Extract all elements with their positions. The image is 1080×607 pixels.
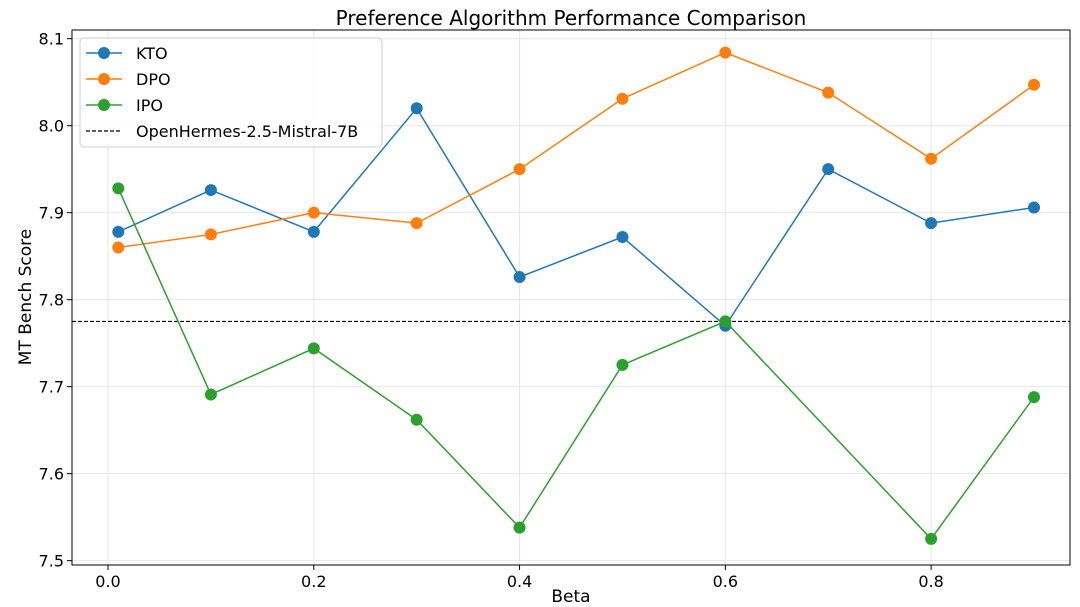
- data-point: [925, 217, 938, 230]
- data-point: [410, 102, 423, 115]
- legend-marker: [98, 47, 110, 59]
- data-point: [112, 241, 125, 254]
- y-tick-label: 7.6: [39, 465, 64, 484]
- data-point: [204, 184, 217, 197]
- data-point: [719, 315, 732, 328]
- plot-frame: [71, 29, 1071, 566]
- x-tick-label: 0.0: [95, 572, 120, 591]
- x-tick-label: 0.2: [301, 572, 326, 591]
- legend-label: KTO: [136, 44, 168, 63]
- x-tick-label: 0.6: [713, 572, 738, 591]
- x-tick-label: 0.4: [507, 572, 532, 591]
- data-point: [410, 413, 423, 426]
- data-point: [1027, 391, 1040, 404]
- y-tick-label: 7.8: [39, 291, 64, 310]
- data-point: [616, 358, 629, 371]
- data-point: [204, 388, 217, 401]
- series-line: [118, 51, 1035, 249]
- data-point: [112, 182, 125, 195]
- data-point: [307, 206, 320, 219]
- legend-label: IPO: [136, 96, 163, 115]
- data-point: [925, 532, 938, 545]
- legend: KTO DPO IPO OpenHermes-2.5-Mistral-7B: [79, 37, 383, 148]
- chart-title: Preference Algorithm Performance Compari…: [336, 6, 807, 30]
- legend-marker: [98, 99, 110, 111]
- legend-entry: DPO: [86, 70, 171, 89]
- data-point: [112, 225, 125, 238]
- x-tick-label: 0.8: [918, 572, 943, 591]
- y-tick-label: 7.5: [39, 552, 64, 571]
- legend-entry: KTO: [86, 44, 168, 63]
- data-point: [1027, 201, 1040, 214]
- legend-label: OpenHermes-2.5-Mistral-7B: [136, 122, 358, 141]
- data-point: [513, 521, 526, 534]
- legend-entry: IPO: [86, 96, 163, 115]
- series-line: [117, 107, 1035, 327]
- series-ipo: [112, 182, 1040, 545]
- y-axis-label: MT Bench Score: [16, 229, 36, 366]
- data-point: [307, 225, 320, 238]
- data-point: [822, 86, 835, 99]
- data-point: [513, 163, 526, 176]
- legend-label: DPO: [136, 70, 171, 89]
- series-dpo: [112, 46, 1040, 254]
- legend-marker: [98, 73, 110, 85]
- y-tick-label: 7.7: [39, 378, 64, 397]
- y-tick-label: 8.0: [39, 117, 64, 136]
- x-ticks: 0.0 0.2 0.4 0.6 0.8: [95, 565, 944, 591]
- data-point: [1027, 78, 1040, 91]
- data-point: [410, 217, 423, 230]
- data-point: [616, 231, 629, 244]
- y-tick-label: 7.9: [39, 204, 64, 223]
- series-line: [117, 188, 1035, 541]
- data-point: [204, 228, 217, 241]
- y-ticks: 7.5 7.6 7.7 7.8 7.9 8.0 8.1: [39, 30, 72, 571]
- y-tick-label: 8.1: [39, 30, 64, 49]
- legend-entry: OpenHermes-2.5-Mistral-7B: [86, 122, 358, 141]
- data-point: [822, 163, 835, 176]
- series-layer: [112, 46, 1040, 545]
- legend-box: [79, 37, 383, 148]
- data-point: [513, 271, 526, 284]
- data-point: [616, 92, 629, 105]
- data-point: [719, 46, 732, 59]
- data-point: [925, 152, 938, 165]
- x-axis-label: Beta: [551, 587, 590, 607]
- data-point: [307, 342, 320, 355]
